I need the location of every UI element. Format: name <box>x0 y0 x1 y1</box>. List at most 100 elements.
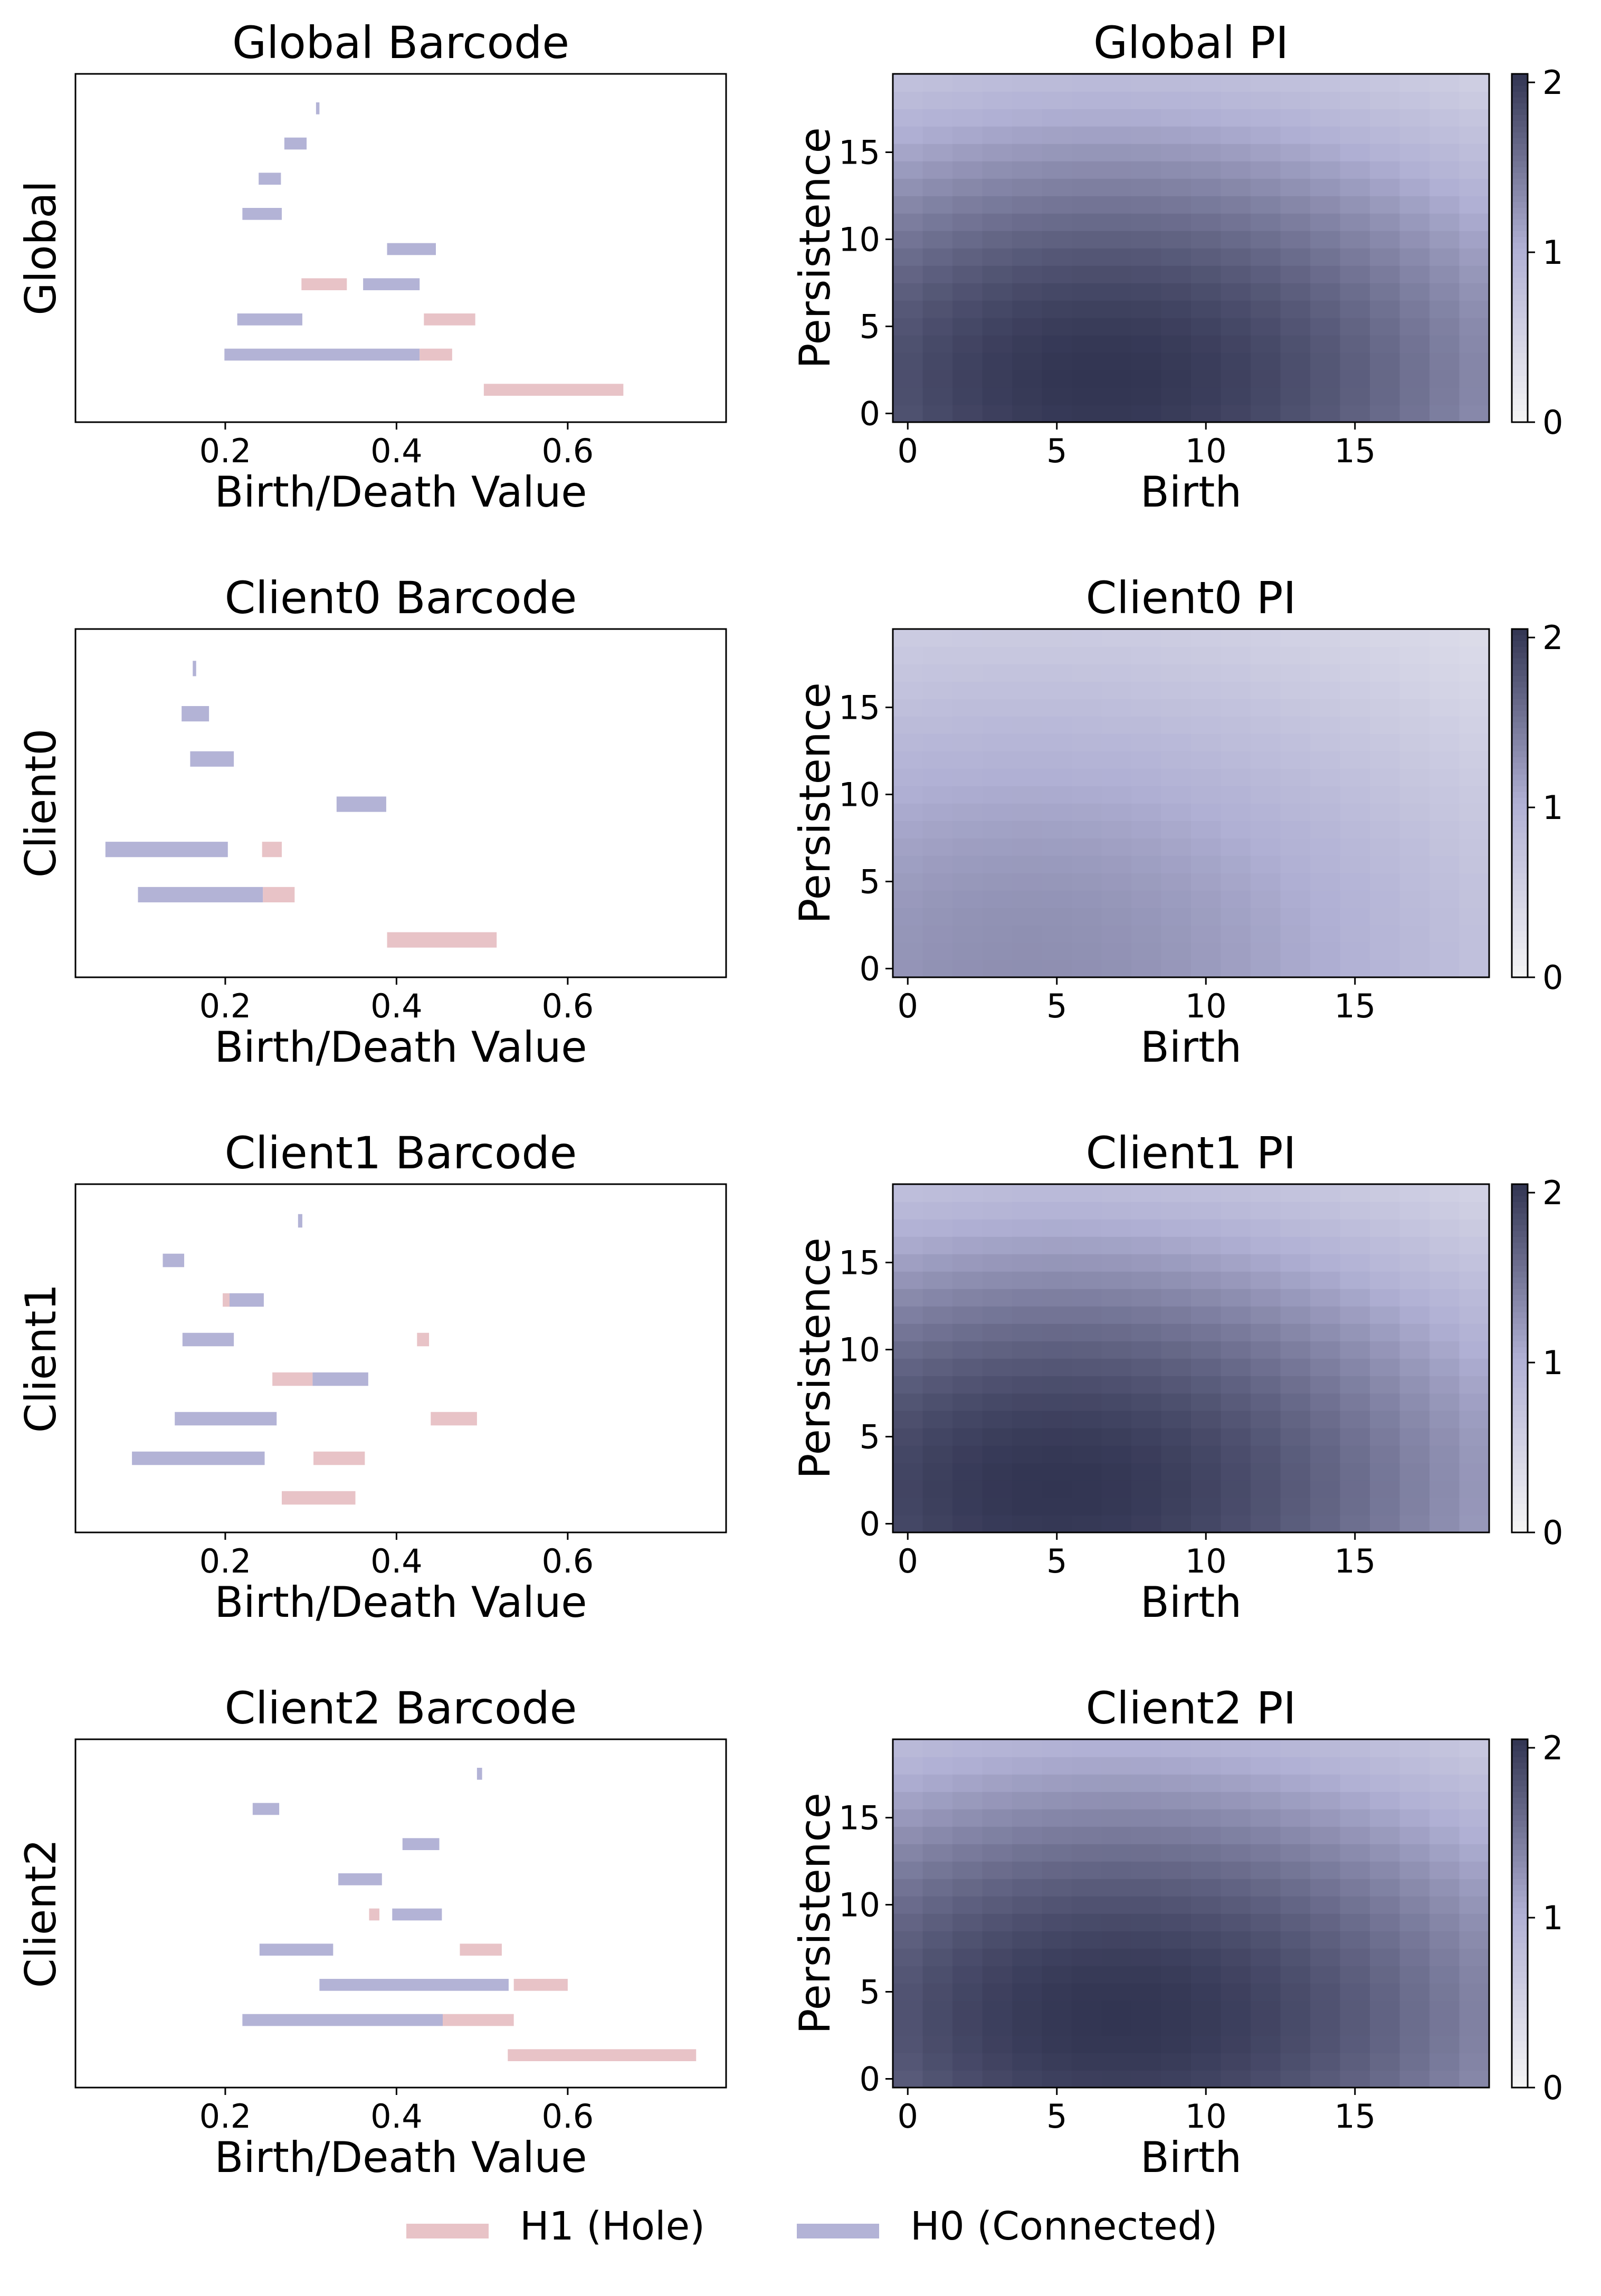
heatmap-cell <box>1399 318 1430 336</box>
heatmap-cell <box>1042 231 1072 249</box>
heatmap-cell <box>1459 1236 1490 1254</box>
heatmap-cell <box>1310 925 1341 943</box>
heatmap-cell <box>1340 405 1370 423</box>
heatmap-cell <box>1430 681 1460 699</box>
heatmap-cell <box>1370 1289 1400 1307</box>
colorbar-segment <box>1512 1803 1528 1809</box>
heatmap-cell <box>1221 960 1251 978</box>
heatmap-cell <box>1161 1931 1192 1949</box>
heatmap-cell <box>1370 1184 1400 1202</box>
heatmap-cell <box>1072 699 1102 717</box>
heatmap-cell <box>922 1254 953 1272</box>
heatmap-cell <box>1251 1948 1281 1966</box>
heatmap-cell <box>893 161 923 179</box>
heatmap-cell <box>1101 405 1132 423</box>
colorbar-segment <box>1512 1335 1528 1341</box>
heatmap-cell <box>1012 2070 1043 2088</box>
colorbar-segment <box>1512 1184 1528 1190</box>
x-axis-label: Birth <box>1140 1578 1242 1627</box>
heatmap-cell <box>922 925 953 943</box>
heatmap-cell <box>982 1202 1013 1220</box>
heatmap-cell <box>1042 178 1072 196</box>
heatmap-cell <box>1399 144 1430 161</box>
x-tick-label: 0.2 <box>199 2097 252 2136</box>
chart-title: Client1 Barcode <box>225 1127 577 1179</box>
heatmap-cell <box>922 1948 953 1966</box>
colorbar-segment <box>1512 2000 1528 2007</box>
heatmap-cell <box>1251 1739 1281 1757</box>
heatmap-cell <box>1430 1219 1460 1237</box>
heatmap-cell <box>952 664 983 682</box>
heatmap-cell <box>1191 786 1222 804</box>
heatmap-cell <box>1012 1323 1043 1341</box>
heatmap-cell <box>1191 1948 1222 1966</box>
heatmap-cell <box>1430 1966 1460 1984</box>
colorbar-segment <box>1512 353 1528 359</box>
heatmap-cell <box>893 196 923 214</box>
heatmap-cell <box>1191 1202 1222 1220</box>
heatmap-cell <box>982 646 1013 664</box>
colorbar-segment <box>1512 1457 1528 1463</box>
heatmap-cell <box>922 370 953 388</box>
colorbar-segment <box>1512 954 1528 960</box>
heatmap-cell <box>922 178 953 196</box>
heatmap-cell <box>1399 1792 1430 1809</box>
heatmap-cell <box>1131 838 1162 856</box>
heatmap-cell <box>1072 300 1102 318</box>
legend: H1 (Hole) H0 (Connected) <box>406 2204 1217 2249</box>
barcode-bar-h1 <box>431 1412 477 1426</box>
colorbar-segment <box>1512 2076 1528 2082</box>
barcode-bar-h0 <box>242 208 282 220</box>
heatmap-cell <box>1101 196 1132 214</box>
heatmap-cell <box>1459 318 1490 336</box>
heatmap-cell <box>1072 1774 1102 1792</box>
heatmap-cell <box>1310 2000 1341 2018</box>
colorbar-segment <box>1512 2047 1528 2053</box>
heatmap-cell <box>1399 2035 1430 2053</box>
heatmap-cell <box>1370 1879 1400 1897</box>
heatmap-cell <box>1430 629 1460 647</box>
heatmap-cell <box>1072 855 1102 873</box>
heatmap-cell <box>1370 716 1400 734</box>
heatmap-cell <box>1042 1480 1072 1498</box>
heatmap-cell <box>1370 1739 1400 1757</box>
heatmap-cell <box>893 1219 923 1237</box>
heatmap-cell <box>1310 2018 1341 2036</box>
heatmap-cell <box>1131 1463 1162 1481</box>
heatmap-cell <box>1191 300 1222 318</box>
heatmap-cell <box>952 1913 983 1931</box>
heatmap-cell <box>1370 664 1400 682</box>
colorbar-segment <box>1512 1896 1528 1902</box>
heatmap-cell <box>1370 1219 1400 1237</box>
heatmap-cell <box>893 1896 923 1914</box>
heatmap-cell <box>893 1913 923 1931</box>
heatmap-cell <box>1310 1809 1341 1827</box>
heatmap-cell <box>1310 873 1341 891</box>
heatmap-cell <box>1310 126 1341 144</box>
heatmap-cell <box>1310 1515 1341 1533</box>
heatmap-cell <box>1131 1184 1162 1202</box>
heatmap-cell <box>1161 664 1192 682</box>
heatmap-cell <box>1161 855 1192 873</box>
heatmap-cell <box>1012 126 1043 144</box>
colorbar-segment <box>1512 2059 1528 2065</box>
heatmap-cell <box>922 1774 953 1792</box>
colorbar-segment <box>1512 1411 1528 1417</box>
heatmap-cell <box>1221 318 1251 336</box>
heatmap-cell <box>1131 1931 1162 1949</box>
heatmap-cell <box>1430 646 1460 664</box>
heatmap-cell <box>1161 803 1192 821</box>
heatmap-cell <box>1042 699 1072 717</box>
heatmap-cell <box>1131 733 1162 751</box>
heatmap-cell <box>1280 405 1311 423</box>
y-tick-label: 5 <box>860 1418 880 1456</box>
heatmap-cell <box>1340 1931 1370 1949</box>
heatmap-cell <box>1370 1236 1400 1254</box>
heatmap-cell <box>1399 699 1430 717</box>
heatmap-cell <box>1430 1774 1460 1792</box>
heatmap-cell <box>1340 873 1370 891</box>
heatmap-cell <box>1072 1826 1102 1844</box>
heatmap-cell <box>1399 855 1430 873</box>
heatmap-cell <box>1251 664 1281 682</box>
heatmap-cell <box>982 2053 1013 2071</box>
